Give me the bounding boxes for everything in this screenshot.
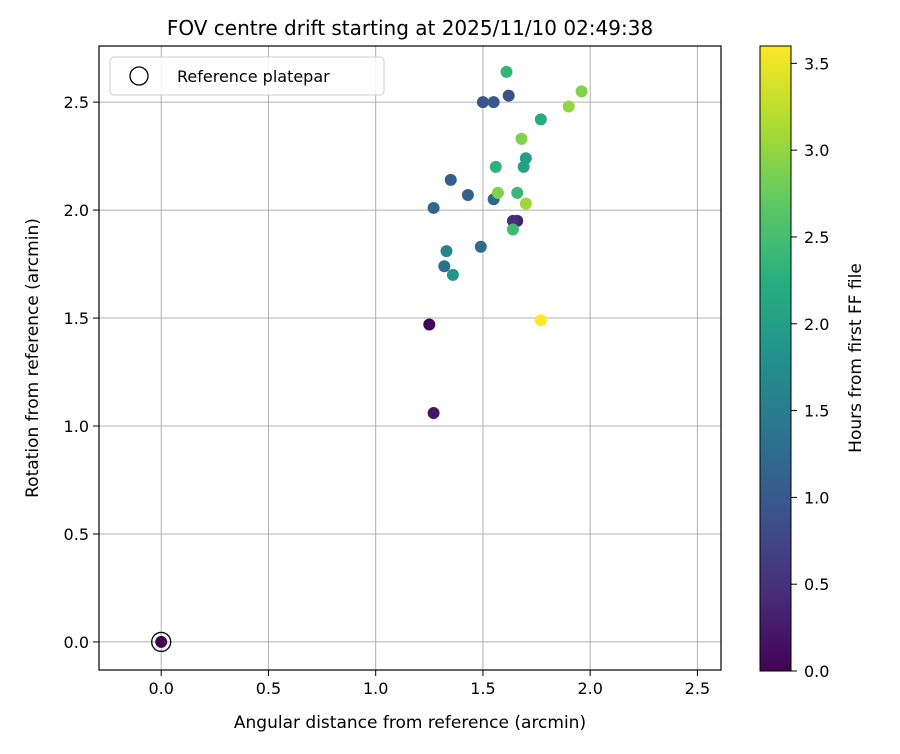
data-point — [534, 113, 547, 126]
colorbar-tick-label: 3.5 — [804, 54, 829, 73]
chart-title: FOV centre drift starting at 2025/11/10 … — [167, 16, 653, 40]
data-point — [461, 188, 474, 201]
colorbar-tick-label: 0.5 — [804, 575, 829, 594]
data-point — [491, 186, 504, 199]
data-point — [534, 314, 547, 327]
colorbar-tick-label: 0.0 — [804, 662, 829, 681]
x-axis-ticks: 0.0 0.5 1.0 1.5 2.0 2.5 — [148, 670, 710, 698]
colorbar-gradient — [759, 45, 792, 672]
legend: Reference platepar — [109, 56, 385, 96]
x-tick-label: 1.0 — [363, 679, 388, 698]
data-point — [438, 260, 451, 273]
data-point — [487, 96, 500, 109]
y-tick-label: 2.5 — [64, 93, 89, 112]
colorbar-label: Hours from first FF file — [846, 263, 866, 453]
data-point — [511, 186, 524, 199]
data-point — [474, 240, 487, 253]
y-tick-label: 1.5 — [64, 309, 89, 328]
data-points — [151, 65, 588, 653]
data-point — [155, 635, 168, 648]
data-point — [519, 197, 532, 210]
data-point — [440, 245, 453, 258]
colorbar-tick-label: 1.5 — [804, 402, 829, 421]
data-point — [517, 160, 530, 173]
grid-lines — [99, 46, 721, 670]
data-point — [506, 214, 519, 227]
colorbar-ticks: 0.0 0.5 1.0 1.5 2.0 2.5 3.0 3.5 — [791, 54, 829, 681]
data-point — [506, 223, 519, 236]
reference-platepar-marker — [151, 631, 172, 653]
y-axis-ticks: 0.0 0.5 1.0 1.5 2.0 2.5 — [64, 93, 99, 652]
data-point — [444, 173, 457, 186]
x-tick-label: 2.0 — [577, 679, 602, 698]
data-point — [575, 85, 588, 98]
colorbar-tick-label: 2.0 — [804, 315, 829, 334]
y-tick-label: 1.0 — [64, 417, 89, 436]
legend-marker-icon — [129, 66, 149, 86]
y-tick-label: 0.0 — [64, 633, 89, 652]
y-tick-label: 2.0 — [64, 201, 89, 220]
y-tick-label: 0.5 — [64, 525, 89, 544]
x-tick-label: 2.5 — [685, 679, 710, 698]
colorbar-tick-label: 1.0 — [804, 488, 829, 507]
colorbar-tick-label: 3.0 — [804, 141, 829, 160]
data-point — [476, 96, 489, 109]
x-tick-label: 1.5 — [470, 679, 495, 698]
legend-box — [109, 56, 385, 96]
data-point — [500, 65, 513, 78]
data-point — [502, 89, 515, 102]
data-point — [446, 268, 459, 281]
x-tick-label: 0.0 — [148, 679, 173, 698]
data-point — [427, 201, 440, 214]
x-axis-label: Angular distance from reference (arcmin) — [234, 713, 586, 733]
data-point — [489, 160, 502, 173]
plot-frame — [98, 45, 722, 671]
data-point — [423, 318, 436, 331]
legend-entry-reference: Reference platepar — [177, 67, 330, 86]
colorbar-tick-label: 2.5 — [804, 228, 829, 247]
data-point — [562, 100, 575, 113]
data-point — [427, 407, 440, 420]
y-axis-label: Rotation from reference (arcmin) — [23, 218, 43, 498]
data-point — [515, 132, 528, 145]
x-tick-label: 0.5 — [256, 679, 281, 698]
colorbar: 0.0 0.5 1.0 1.5 2.0 2.5 3.0 3.5 Hours from firs… — [759, 45, 866, 681]
